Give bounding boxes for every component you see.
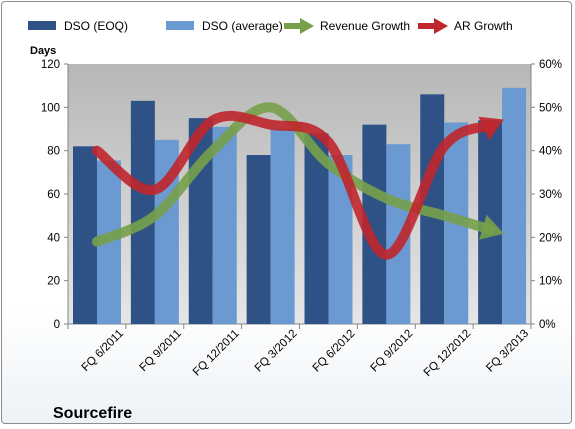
right-tick-label: 10% <box>539 276 562 288</box>
bar-dso-eoq <box>73 146 97 324</box>
x-tick-label: FQ 9/2011 <box>138 328 184 374</box>
legend-arrowhead-revenue-growth <box>300 18 314 34</box>
legend-arrowhead-ar-growth <box>434 18 448 34</box>
legend: DSO (EOQ) DSO (average) Revenue Growth AR G… <box>28 18 513 34</box>
legend-swatch-dso-average <box>166 21 194 30</box>
x-tick-label: FQ 9/2012 <box>368 328 415 375</box>
x-tick-label: FQ 6/2012 <box>311 328 358 375</box>
left-tick-label: 0 <box>54 319 60 331</box>
x-tick-label: FQ 6/2011 <box>80 328 126 374</box>
bar-dso-eoq <box>246 155 271 324</box>
left-tick-label: 40 <box>47 232 60 244</box>
company-name: Sourcefire <box>53 405 132 422</box>
right-tick-label: 40% <box>539 146 562 158</box>
left-tick-label: 20 <box>47 276 60 288</box>
bar-dso-average <box>502 87 527 324</box>
bar-dso-average <box>270 129 295 324</box>
right-tick-label: 20% <box>539 232 562 244</box>
legend-swatch-dso-eoq <box>28 21 56 30</box>
left-tick-label: 80 <box>47 146 60 158</box>
y-axis-title: Days <box>30 45 56 57</box>
x-tick-label: FQ 3/2012 <box>253 328 300 375</box>
arrowhead-ar-growth <box>478 116 504 141</box>
x-tick-label: FQ 3/2013 <box>484 328 531 375</box>
legend-label-dso-average: DSO (average) <box>202 19 283 33</box>
left-tick-label: 60 <box>47 189 60 201</box>
chart-frame: DSO (EOQ) DSO (average) Revenue Growth AR G… <box>1 1 572 424</box>
legend-label-ar-growth: AR Growth <box>454 19 513 33</box>
arrowhead-revenue-growth <box>479 214 504 240</box>
x-tick-label: FQ 12/2011 <box>191 328 242 379</box>
left-tick-label: 100 <box>41 102 60 114</box>
left-tick-label: 120 <box>41 59 60 71</box>
bar-dso-average <box>212 126 237 324</box>
legend-label-dso-eoq: DSO (EOQ) <box>64 19 128 33</box>
legend-label-revenue-growth: Revenue Growth <box>320 19 410 33</box>
right-tick-label: 60% <box>539 59 562 71</box>
line-revenue-growth <box>91 102 496 247</box>
line-ar-growth <box>91 110 497 260</box>
right-tick-label: 30% <box>539 189 562 201</box>
right-tick-label: 50% <box>539 102 562 114</box>
growth-lines <box>91 102 504 260</box>
right-tick-label: 0% <box>539 319 556 331</box>
x-tick-label: FQ 12/2012 <box>422 328 473 379</box>
